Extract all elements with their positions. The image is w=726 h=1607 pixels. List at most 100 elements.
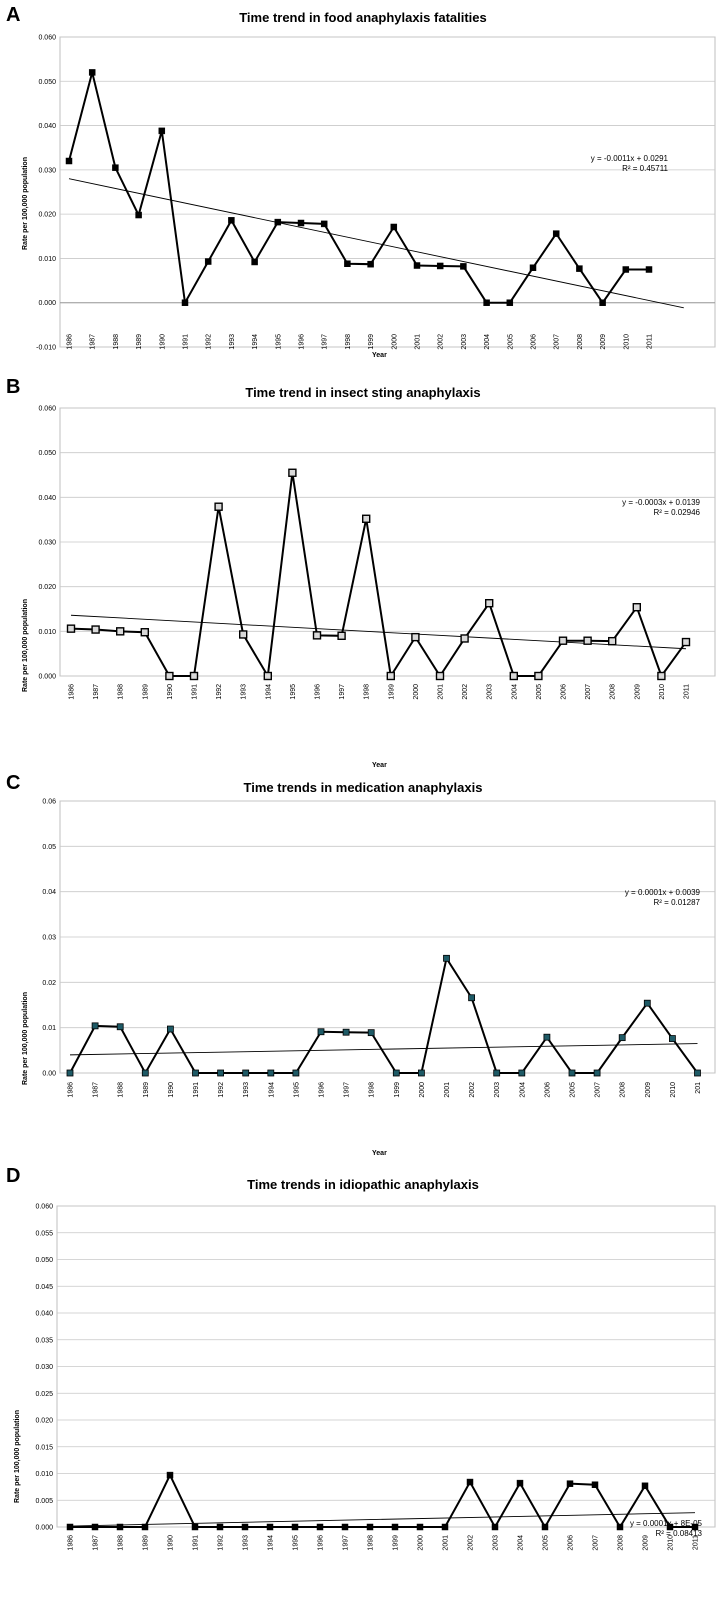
x-tick-label-d: 2000 (418, 1535, 425, 1551)
y-tick-label-d: 0.060 (35, 1204, 53, 1211)
data-point-d (491, 1523, 499, 1531)
x-tick-label-b: 1994 (265, 684, 272, 700)
data-point-c (166, 1025, 174, 1033)
x-tick-label-b: 1990 (167, 684, 174, 700)
y-tick-label-d: 0.010 (35, 1471, 53, 1478)
data-point-d (391, 1523, 399, 1531)
data-point-b (66, 624, 76, 633)
trendline-b (70, 614, 687, 650)
trend-equation-c: y = 0.0001x + 0.0039 R² = 0.01287 (592, 888, 700, 908)
chart-panel-c: C Time trends in medication anaphylaxis … (0, 770, 726, 1163)
data-point-c (141, 1069, 149, 1077)
data-point-b (214, 502, 223, 511)
data-point-a (552, 230, 560, 237)
trend-equation-text-b: y = -0.0003x + 0.0139 (622, 498, 700, 507)
trend-r2-text-c: R² = 0.01287 (653, 898, 700, 907)
x-tick-label-c: 1995 (293, 1082, 300, 1098)
y-axis-label-a: Rate per 100,000 population (22, 157, 29, 250)
x-tick-label-c: 2003 (494, 1082, 501, 1098)
x-tick-label-a: 1989 (136, 334, 143, 350)
x-tick-label-c: 1998 (369, 1082, 376, 1098)
data-point-a (135, 211, 142, 219)
data-point-c (267, 1069, 275, 1077)
x-tick-label-d: 2007 (593, 1535, 600, 1551)
y-tick-label-a: 0.050 (38, 79, 56, 86)
data-point-b (534, 671, 543, 681)
x-tick-label-b: 1989 (142, 684, 149, 700)
data-point-a (576, 265, 583, 272)
x-tick-label-a: 1993 (229, 334, 236, 350)
y-tick-label-d: 0.040 (35, 1311, 53, 1318)
y-tick-label-d: 0.000 (35, 1525, 53, 1532)
x-tick-label-b: 1991 (192, 684, 199, 700)
data-point-c (669, 1035, 676, 1042)
y-tick-label-c: 0.04 (42, 889, 56, 896)
x-tick-label-c: 1993 (243, 1082, 250, 1098)
x-tick-label-a: 2003 (461, 334, 468, 350)
y-tick-label-c: 0.03 (42, 935, 56, 942)
x-tick-label-d: 2010 (668, 1535, 675, 1551)
x-tick-label-b: 1996 (315, 684, 322, 700)
data-point-d (616, 1523, 624, 1531)
x-tick-label-c: 1986 (68, 1082, 75, 1098)
data-point-c (493, 1069, 501, 1077)
x-axis-label-a: Year (372, 352, 387, 359)
trendline-c (69, 1043, 698, 1056)
data-point-d (691, 1523, 699, 1531)
data-point-d (291, 1523, 299, 1531)
x-tick-label-d: 1994 (268, 1535, 275, 1551)
data-point-b (681, 637, 691, 647)
data-point-d (541, 1523, 549, 1531)
data-point-a (204, 258, 212, 265)
x-tick-label-d: 2009 (643, 1535, 650, 1551)
x-tick-label-a: 2007 (554, 334, 561, 350)
y-tick-label-a: 0.040 (38, 123, 56, 130)
data-point-d (241, 1523, 249, 1531)
x-tick-label-b: 2006 (561, 684, 568, 700)
data-point-d (141, 1523, 149, 1531)
data-point-a (390, 223, 398, 231)
x-tick-label-d: 1990 (168, 1535, 175, 1551)
data-point-b (115, 627, 125, 636)
data-point-d (566, 1480, 574, 1487)
y-tick-label-b: 0.040 (38, 495, 56, 502)
y-tick-label-c: 0.02 (42, 980, 56, 987)
data-point-b (189, 671, 199, 681)
x-tick-label-a: 1992 (206, 334, 213, 350)
x-tick-label-d: 1991 (193, 1535, 200, 1551)
chart-svg-c: 0.00 0.01 0.02 0.03 0.04 0.05 0.06 1986 1987 1988… (42, 799, 716, 1098)
chart-title-d: Time trends in idiopathic anaphylaxis (247, 1177, 479, 1192)
x-tick-label-d: 2001 (443, 1535, 450, 1551)
trendline-a (68, 178, 684, 309)
data-point-c (192, 1069, 199, 1077)
x-tick-label-d: 1992 (218, 1535, 225, 1551)
x-tick-label-c: 1990 (168, 1082, 175, 1098)
x-tick-label-b: 1987 (93, 684, 100, 700)
y-tick-label-d: 0.050 (35, 1257, 53, 1264)
x-tick-label-d: 1995 (293, 1535, 300, 1551)
x-tick-label-c: 1996 (319, 1082, 326, 1098)
x-tick-label-b: 2010 (659, 684, 666, 700)
x-tick-label-c: 1991 (193, 1082, 200, 1098)
x-tick-label-b: 2000 (413, 684, 420, 700)
data-point-c (694, 1069, 701, 1077)
data-point-c (518, 1069, 526, 1077)
y-tick-label-d: 0.025 (35, 1391, 53, 1398)
panel-letter-c: C (6, 772, 21, 794)
data-point-b (632, 603, 641, 612)
chart-panel-b: B Time trend in insect sting anaphylaxis… (0, 372, 726, 770)
x-tick-label-d: 1993 (243, 1535, 250, 1551)
x-tick-label-a: 1995 (275, 334, 282, 350)
data-point-c (217, 1069, 225, 1077)
data-point-a (65, 157, 73, 165)
series-line-c (69, 955, 699, 1076)
data-point-c (392, 1069, 400, 1077)
x-tick-label-d: 1988 (118, 1535, 125, 1551)
x-tick-label-c: 2009 (645, 1082, 652, 1098)
x-tick-label-b: 1999 (388, 684, 395, 700)
x-tick-label-d: 1996 (318, 1535, 325, 1551)
x-tick-label-c: 2002 (469, 1082, 476, 1098)
data-point-c (367, 1029, 375, 1037)
x-tick-label-c: 1987 (93, 1082, 100, 1098)
x-tick-label-c: 2004 (519, 1082, 526, 1098)
